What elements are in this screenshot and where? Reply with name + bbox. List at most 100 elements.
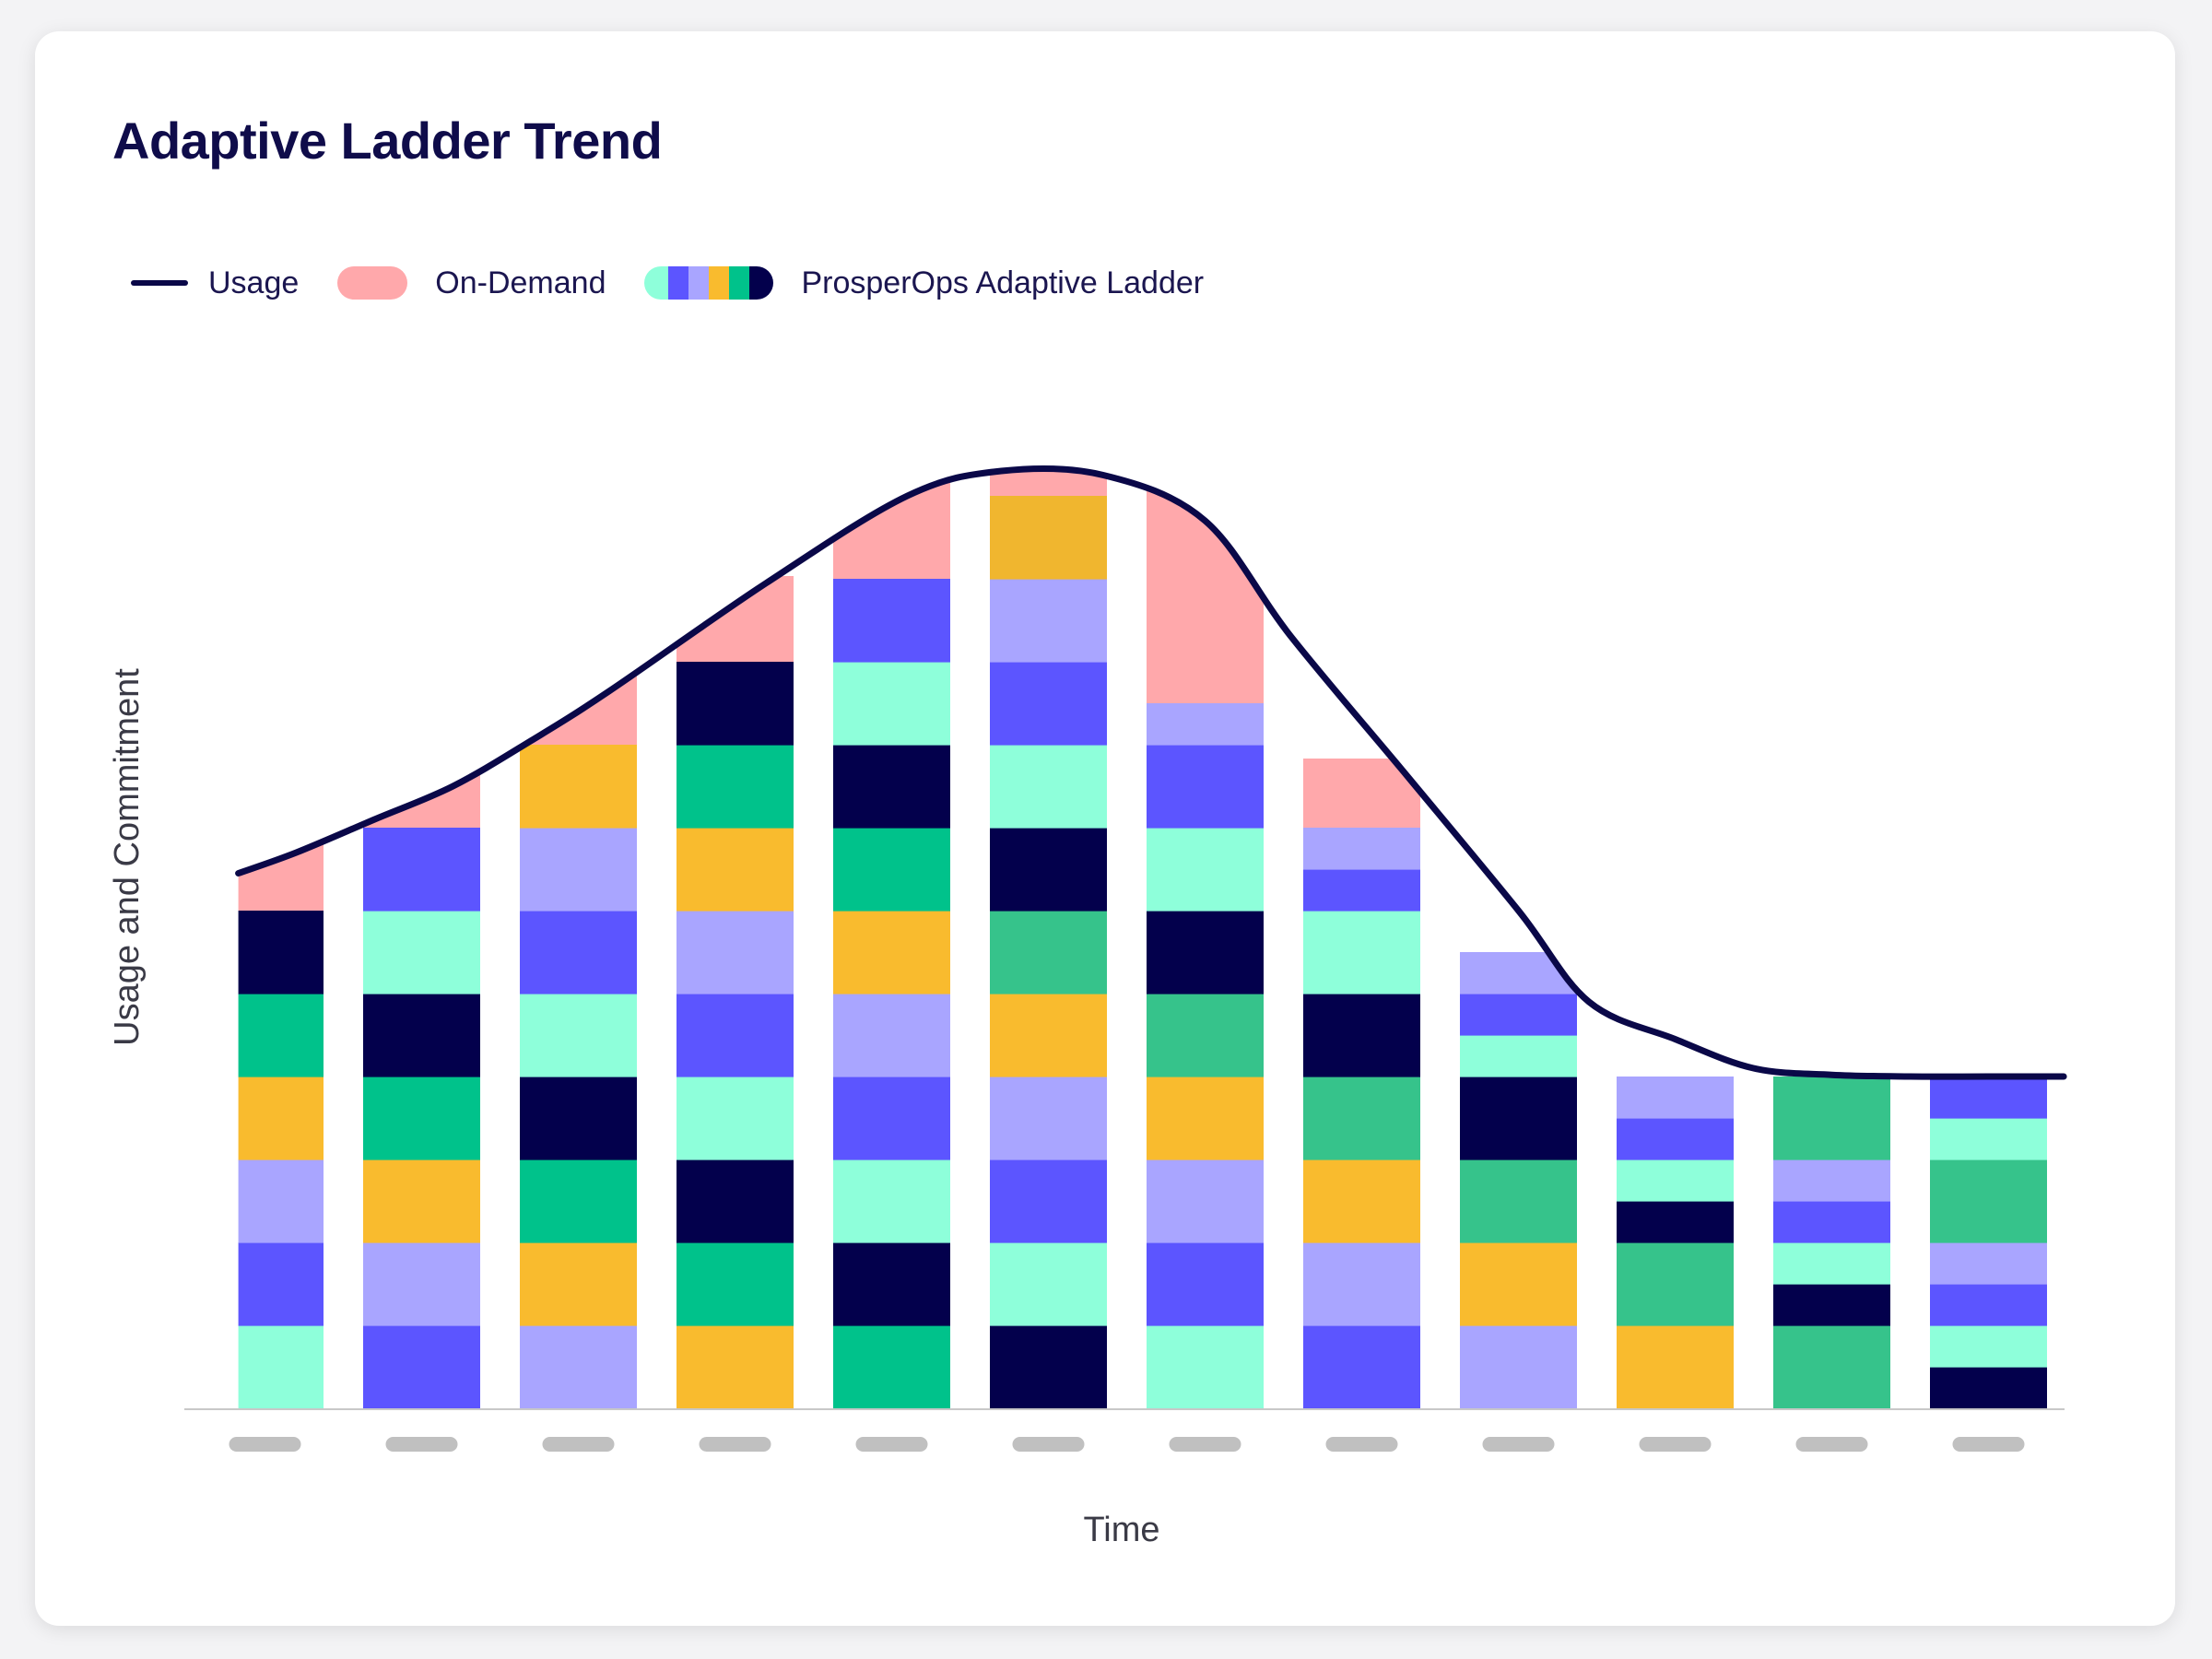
legend-label-ladder: ProsperOps Adaptive Ladder — [801, 265, 1205, 300]
ladder-segment-8-6 — [1303, 911, 1420, 994]
ladder-segment-12-5 — [1930, 1159, 2047, 1243]
ladder-swatch-amber — [709, 266, 730, 300]
on-demand-bar-4 — [677, 576, 794, 662]
ladder-segment-6-10 — [990, 579, 1107, 663]
x-tick-placeholder-9 — [1482, 1437, 1555, 1452]
ladder-segment-2-7 — [363, 828, 480, 912]
ladder-segment-1-5 — [238, 994, 324, 1077]
ladder-segment-1-6 — [238, 911, 324, 994]
ladder-segment-3-8 — [520, 745, 637, 829]
ladder-segment-5-9 — [833, 662, 950, 746]
legend-label-usage: Usage — [208, 265, 300, 300]
ladder-segment-2-6 — [363, 911, 480, 994]
bar-layer — [238, 468, 2047, 1408]
ladder-segment-11-6 — [1773, 1077, 1890, 1160]
ladder-segment-11-5 — [1773, 1159, 1890, 1202]
ladder-segment-12-1 — [1930, 1367, 2047, 1408]
ladder-segment-12-6 — [1930, 1118, 2047, 1160]
ladder-segment-6-9 — [990, 662, 1107, 746]
ladder-segment-4-9 — [677, 662, 794, 746]
ladder-segment-5-8 — [833, 745, 950, 829]
y-axis-title: Usage and Commitment — [108, 668, 147, 1046]
ladder-segment-4-7 — [677, 828, 794, 912]
legend-item-ladder: ProsperOps Adaptive Ladder — [644, 265, 1204, 301]
x-tick-placeholder-11 — [1795, 1437, 1868, 1452]
ladder-segment-9-1 — [1460, 1325, 1577, 1408]
ladder-segment-3-1 — [520, 1325, 637, 1408]
ladder-segment-4-1 — [677, 1325, 794, 1408]
ladder-segment-1-3 — [238, 1159, 324, 1243]
ladder-segment-7-7 — [1147, 828, 1264, 912]
ladder-segment-7-4 — [1147, 1077, 1264, 1160]
x-tick-placeholder-6 — [1012, 1437, 1085, 1452]
ladder-segment-3-4 — [520, 1077, 637, 1160]
ladder-segment-6-8 — [990, 745, 1107, 829]
ladder-segment-10-5 — [1617, 1118, 1734, 1160]
ladder-segment-9-2 — [1460, 1242, 1577, 1326]
on-demand-swatch — [337, 266, 408, 300]
ladder-segment-8-2 — [1303, 1242, 1420, 1326]
ladder-segment-7-8 — [1147, 745, 1264, 829]
x-tick-placeholder-2 — [385, 1437, 458, 1452]
ladder-segment-8-7 — [1303, 869, 1420, 912]
ladder-segment-9-4 — [1460, 1077, 1577, 1160]
ladder-segment-11-3 — [1773, 1242, 1890, 1285]
ladder-segment-8-3 — [1303, 1159, 1420, 1243]
ladder-segment-6-5 — [990, 994, 1107, 1077]
ladder-swatch-mint — [644, 266, 669, 300]
legend-item-on-demand: On-Demand — [337, 265, 606, 301]
x-tick-placeholder-10 — [1639, 1437, 1712, 1452]
chart-legend: Usage On-Demand ProsperOps Adaptive Ladd… — [131, 260, 1242, 306]
ladder-segment-5-6 — [833, 911, 950, 994]
ladder-segment-4-6 — [677, 911, 794, 994]
ladder-segment-4-4 — [677, 1077, 794, 1160]
x-axis-title: Time — [1083, 1511, 1159, 1549]
ladder-segment-9-5 — [1460, 1035, 1577, 1077]
chart-title: Adaptive Ladder Trend — [112, 112, 663, 170]
x-tick-placeholder-5 — [855, 1437, 928, 1452]
ladder-segment-5-2 — [833, 1242, 950, 1326]
ladder-segment-12-7 — [1930, 1077, 2047, 1119]
ladder-segment-6-7 — [990, 828, 1107, 912]
ladder-segment-10-6 — [1617, 1077, 1734, 1119]
x-tick-placeholder-1 — [229, 1437, 301, 1452]
ladder-segment-4-3 — [677, 1159, 794, 1243]
ladder-segment-6-2 — [990, 1242, 1107, 1326]
ladder-segment-6-6 — [990, 911, 1107, 994]
ladder-swatch-green — [729, 266, 750, 300]
ladder-segment-6-3 — [990, 1159, 1107, 1243]
ladder-segment-10-4 — [1617, 1159, 1734, 1202]
ladder-segment-3-7 — [520, 828, 637, 912]
ladder-segment-7-2 — [1147, 1242, 1264, 1326]
ladder-segment-1-2 — [238, 1242, 324, 1326]
legend-label-on-demand: On-Demand — [435, 265, 606, 300]
ladder-segment-4-2 — [677, 1242, 794, 1326]
ladder-segment-2-2 — [363, 1242, 480, 1326]
ladder-segment-11-1 — [1773, 1325, 1890, 1408]
ladder-segment-6-11 — [990, 496, 1107, 580]
ladder-segment-5-3 — [833, 1159, 950, 1243]
ladder-segment-7-1 — [1147, 1325, 1264, 1408]
ladder-segment-2-4 — [363, 1077, 480, 1160]
ladder-segment-3-2 — [520, 1242, 637, 1326]
ladder-segment-12-2 — [1930, 1325, 2047, 1368]
x-tick-placeholder-7 — [1169, 1437, 1241, 1452]
ladder-segment-10-2 — [1617, 1242, 1734, 1326]
x-tick-layer — [229, 1437, 2025, 1452]
ladder-segment-2-1 — [363, 1325, 480, 1408]
ladder-segment-10-1 — [1617, 1325, 1734, 1408]
ladder-segment-6-4 — [990, 1077, 1107, 1160]
ladder-segment-5-10 — [833, 579, 950, 663]
ladder-segment-5-5 — [833, 994, 950, 1077]
ladder-segment-3-6 — [520, 911, 637, 994]
ladder-segment-3-3 — [520, 1159, 637, 1243]
ladder-segment-7-3 — [1147, 1159, 1264, 1243]
usage-line-swatch — [131, 280, 188, 286]
x-tick-placeholder-3 — [542, 1437, 615, 1452]
ladder-segment-2-5 — [363, 994, 480, 1077]
ladder-segment-2-3 — [363, 1159, 480, 1243]
ladder-segment-4-8 — [677, 745, 794, 829]
ladder-swatch-blue — [668, 266, 689, 300]
ladder-segment-5-4 — [833, 1077, 950, 1160]
